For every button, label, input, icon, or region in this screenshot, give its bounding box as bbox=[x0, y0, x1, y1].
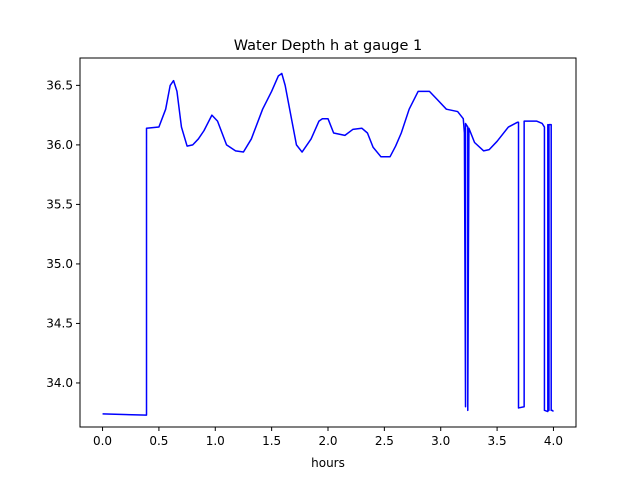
chart-title: Water Depth h at gauge 1 bbox=[234, 38, 422, 54]
y-tick-label: 35.5 bbox=[46, 197, 73, 211]
series-group bbox=[102, 72, 554, 416]
x-tick-label: 1.0 bbox=[206, 434, 225, 448]
y-tick-label: 34.0 bbox=[46, 376, 73, 390]
x-tick-label: 1.5 bbox=[262, 434, 281, 448]
plot-area: 0.0 0.5 1.0 1.5 2.0 2.5 3.0 3.5 4.0 34.0 34.5 35.0… bbox=[46, 57, 577, 448]
x-axis-label: hours bbox=[311, 456, 345, 470]
x-tick-label: 4.0 bbox=[544, 434, 563, 448]
plot-frame bbox=[79, 57, 577, 428]
x-axis-ticks: 0.0 0.5 1.0 1.5 2.0 2.5 3.0 3.5 4.0 bbox=[93, 427, 563, 448]
y-tick-label: 36.0 bbox=[46, 138, 73, 152]
y-axis-ticks: 34.0 34.5 35.0 35.5 36.0 36.5 bbox=[46, 78, 80, 390]
series-line-0 bbox=[102, 72, 554, 416]
x-tick-label: 3.5 bbox=[488, 434, 507, 448]
x-tick-label: 0.5 bbox=[149, 434, 168, 448]
x-tick-label: 0.0 bbox=[93, 434, 112, 448]
x-tick-label: 2.5 bbox=[375, 434, 394, 448]
x-tick-label: 3.0 bbox=[431, 434, 450, 448]
y-tick-label: 36.5 bbox=[46, 78, 73, 92]
y-tick-label: 35.0 bbox=[46, 257, 73, 271]
y-tick-label: 34.5 bbox=[46, 316, 73, 330]
x-tick-label: 2.0 bbox=[318, 434, 337, 448]
plot-background bbox=[80, 58, 576, 427]
